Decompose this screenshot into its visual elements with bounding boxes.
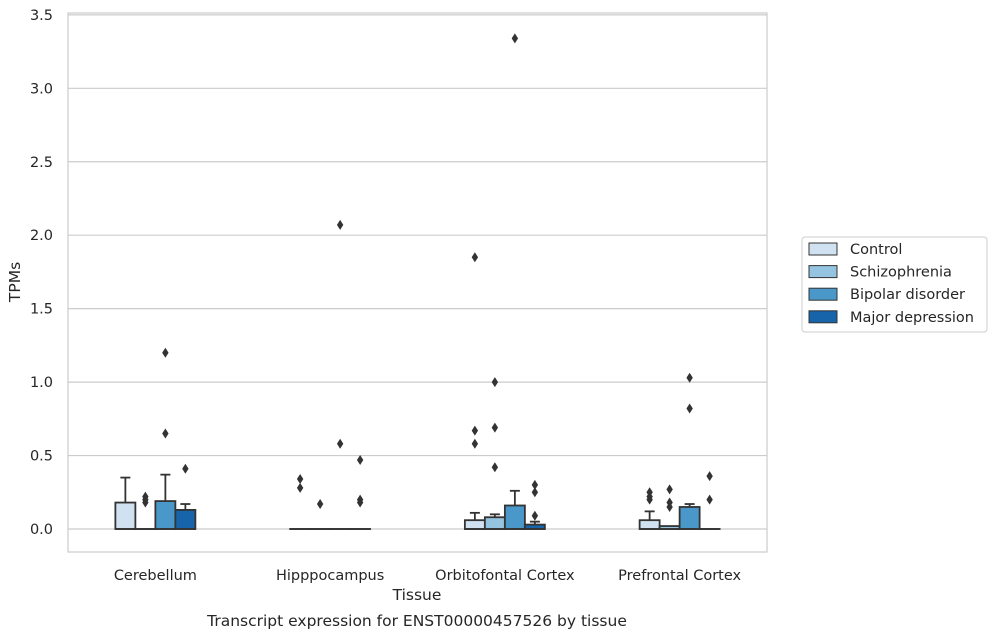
box (638, 519, 661, 530)
outlier-point (336, 438, 344, 449)
y-tick-label: 0.5 (30, 449, 53, 465)
category-group (114, 347, 197, 530)
y-tick-label: 1.0 (30, 375, 53, 391)
box-groups (114, 33, 721, 530)
outlier-point (531, 510, 539, 521)
outlier-point (666, 484, 673, 495)
legend-frame (801, 236, 988, 333)
box (174, 509, 197, 530)
chart-caption: Transcript expression for ENST0000045752… (206, 612, 627, 630)
legend-label: Major depression (850, 310, 974, 326)
outlier-point (296, 474, 304, 485)
outlier-point (471, 438, 479, 449)
legend-swatch (808, 265, 838, 279)
outlier-point (296, 482, 304, 493)
legend-swatch (808, 242, 838, 256)
outlier-point (491, 377, 499, 388)
category-group (463, 33, 546, 530)
x-tick-label: Cerebellum (114, 568, 197, 584)
outlier-point (706, 471, 713, 482)
outlier-point (336, 219, 344, 230)
legend-swatch (808, 310, 838, 324)
outlier-point (666, 497, 673, 508)
box (154, 500, 177, 530)
outlier-point (316, 499, 324, 510)
y-tick-label: 0.0 (30, 522, 53, 538)
outlier-point (471, 252, 479, 263)
x-tick-label: Hipppocampus (276, 568, 384, 584)
y-tick-label: 2.0 (30, 228, 53, 244)
outlier-point (706, 494, 713, 505)
outlier-point (356, 454, 364, 465)
y-tick-labels: 0.0 0.5 1.0 1.5 2.0 2.5 3.0 3.5 (30, 8, 53, 538)
legend-label: Control (850, 242, 902, 258)
gridlines (68, 14, 767, 530)
legend-swatch (808, 287, 838, 301)
y-axis-label: TPMs (6, 262, 24, 303)
outlier-point (162, 347, 169, 358)
outlier-point (162, 428, 169, 439)
box (503, 504, 526, 530)
x-tick-label: Prefrontal Cortex (618, 568, 741, 584)
outlier-point (182, 463, 189, 474)
x-tick-labels: Cerebellum Hipppocampus Orbitofontal Corte… (114, 568, 742, 584)
outlier-point (511, 33, 519, 44)
y-tick-label: 3.5 (30, 8, 53, 24)
plot-frame (67, 12, 768, 553)
outlier-point (142, 491, 149, 502)
y-tick-label: 2.5 (30, 155, 53, 171)
category-group (638, 372, 721, 530)
x-axis-label: Tissue (392, 586, 442, 604)
outlier-point (531, 487, 539, 498)
legend-label: Bipolar disorder (850, 287, 965, 303)
outlier-point (686, 372, 693, 383)
outlier-point (471, 425, 479, 436)
outlier-point (686, 403, 693, 414)
category-group (289, 219, 372, 530)
box (678, 506, 701, 530)
box (483, 516, 506, 530)
box (114, 501, 137, 530)
box (463, 519, 486, 530)
outlier-point (491, 422, 499, 433)
outlier-point (356, 494, 364, 505)
y-tick-label: 1.5 (30, 302, 53, 318)
legend-label: Schizophrenia (850, 265, 952, 281)
outlier-point (646, 487, 653, 498)
outlier-point (491, 462, 499, 473)
x-tick-label: Orbitofontal Cortex (435, 568, 575, 584)
outlier-point (531, 479, 539, 490)
y-tick-label: 3.0 (30, 81, 53, 97)
legend: Control Schizophrenia Bipolar disorder Majo… (801, 236, 988, 333)
